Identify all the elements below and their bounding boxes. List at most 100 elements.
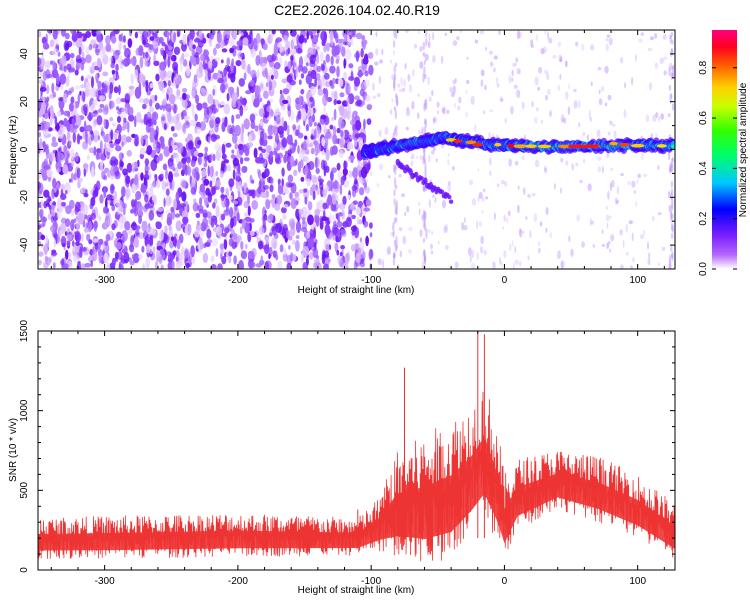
- noise-cell: [98, 39, 103, 51]
- noise-cell: [363, 220, 369, 228]
- speckle-cell: [557, 41, 562, 48]
- noise-cell: [92, 190, 97, 200]
- noise-cell: [153, 120, 157, 126]
- speckle-cell: [377, 258, 382, 266]
- noise-cell: [72, 246, 76, 252]
- speckle-cell: [577, 99, 581, 109]
- noise-cell: [45, 143, 50, 156]
- noise-cell: [273, 61, 281, 70]
- noise-cell: [335, 137, 338, 145]
- streak-cell: [669, 34, 672, 39]
- streak-cell: [422, 156, 425, 165]
- noise-cell: [52, 60, 56, 71]
- noise-cell: [150, 117, 154, 129]
- streak-cell: [671, 39, 674, 45]
- noise-cell: [166, 217, 172, 226]
- streak-cell: [669, 161, 672, 172]
- noise-cell: [244, 166, 248, 172]
- noise-cell: [335, 32, 339, 44]
- speckle-cell: [427, 76, 430, 86]
- noise-cell: [295, 47, 303, 54]
- speckle-cell: [419, 154, 424, 161]
- noise-cell: [348, 84, 351, 95]
- noise-cell: [60, 193, 67, 201]
- streak-cell: [393, 251, 396, 259]
- streak-cell: [670, 253, 674, 259]
- noise-cell: [304, 196, 308, 205]
- noise-cell: [309, 54, 317, 65]
- noise-cell: [249, 218, 255, 223]
- streak-cell: [395, 207, 398, 216]
- noise-cell: [218, 144, 222, 153]
- noise-cell: [359, 88, 365, 97]
- noise-cell: [134, 86, 142, 99]
- speckle-cell: [606, 242, 610, 249]
- noise-cell: [77, 93, 81, 105]
- noise-cell: [266, 54, 274, 63]
- noise-cell: [245, 90, 252, 95]
- speckle-cell: [661, 246, 666, 252]
- noise-cell: [63, 263, 69, 269]
- noise-cell: [72, 254, 80, 263]
- streak-cell: [425, 98, 428, 111]
- branch-cell: [439, 189, 445, 195]
- noise-cell: [97, 135, 101, 141]
- streak-cell: [395, 199, 399, 211]
- noise-cell: [144, 194, 149, 203]
- noise-cell: [243, 72, 247, 81]
- noise-cell: [38, 57, 42, 67]
- speckle-cell: [530, 39, 534, 47]
- noise-cell: [149, 99, 153, 107]
- noise-cell: [358, 161, 363, 167]
- speckle-cell: [619, 229, 623, 236]
- noise-cell: [46, 73, 53, 79]
- noise-cell: [279, 30, 286, 35]
- speckle-cell: [465, 89, 468, 95]
- noise-cell: [179, 61, 183, 72]
- noise-cell: [299, 151, 306, 161]
- noise-cell: [241, 185, 244, 191]
- speckle-cell: [459, 30, 463, 34]
- noise-cell: [289, 192, 293, 200]
- streak-cell: [424, 74, 427, 80]
- noise-cell: [224, 64, 230, 71]
- noise-cell: [143, 98, 150, 105]
- noise-cell: [364, 70, 369, 77]
- streak-cell: [423, 217, 426, 223]
- speckle-cell: [630, 265, 633, 269]
- noise-cell: [349, 35, 352, 40]
- noise-cell: [286, 74, 293, 83]
- noise-cell: [354, 95, 360, 101]
- speckle-cell: [397, 83, 401, 88]
- noise-cell: [164, 44, 168, 52]
- speckle-cell: [561, 260, 566, 269]
- speckle-cell: [589, 44, 595, 51]
- noise-cell: [51, 141, 58, 148]
- noise-cell: [88, 147, 95, 154]
- noise-cell: [161, 243, 166, 249]
- speckle-cell: [454, 102, 456, 108]
- speckle-cell: [375, 48, 379, 56]
- noise-cell: [191, 90, 196, 98]
- noise-cell: [281, 206, 287, 214]
- speckle-cell: [637, 173, 641, 179]
- noise-cell: [114, 170, 121, 180]
- noise-cell: [282, 214, 287, 220]
- speckle-cell: [493, 55, 498, 60]
- noise-cell: [38, 131, 42, 138]
- noise-cell: [315, 156, 318, 169]
- noise-cell: [275, 253, 279, 261]
- noise-cell: [104, 221, 108, 229]
- noise-cell: [248, 142, 253, 148]
- noise-cell: [172, 167, 176, 172]
- noise-cell: [149, 30, 152, 35]
- noise-cell: [68, 199, 75, 209]
- streak-cell: [423, 220, 426, 229]
- noise-cell: [323, 45, 326, 52]
- speckle-cell: [423, 211, 427, 219]
- noise-cell: [300, 176, 305, 182]
- noise-cell: [245, 243, 248, 250]
- noise-cell: [85, 221, 89, 231]
- noise-cell: [173, 172, 180, 177]
